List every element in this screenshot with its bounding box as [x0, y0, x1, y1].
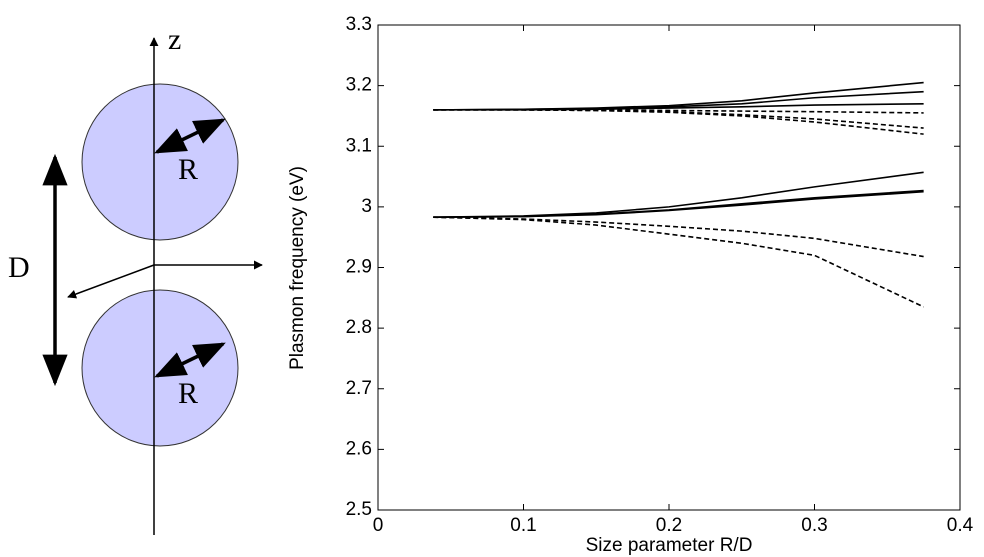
y-tick-label: 3.1	[346, 135, 372, 156]
x-tick-label: 0.4	[947, 515, 974, 536]
x-tick-label: 0.1	[510, 515, 536, 536]
y-tick-label: 2.9	[346, 257, 372, 278]
series-line	[433, 189, 924, 218]
series-line	[433, 216, 924, 258]
x-tick-label: 0	[373, 515, 384, 536]
chart: Size parameter R/D Plasmon frequency (eV…	[287, 14, 974, 556]
y-axis-label: Plasmon frequency (eV)	[287, 166, 308, 370]
y-tick-label: 2.8	[346, 317, 372, 338]
series-line	[433, 190, 924, 218]
x-axis-label: Size parameter R/D	[586, 535, 753, 556]
series-line	[433, 216, 924, 308]
y-axis	[67, 264, 155, 299]
series-line	[433, 109, 924, 135]
sphere	[81, 289, 239, 447]
x-tick-label: 0.3	[801, 515, 827, 536]
y-tick-label: 2.7	[346, 378, 372, 399]
y-tick-label: 3	[361, 196, 372, 217]
radius-label: R	[178, 377, 198, 410]
diagram: z R R D	[8, 23, 263, 535]
radius-label: R	[178, 153, 198, 186]
radius-arrow	[154, 118, 226, 154]
y-tick-label: 2.5	[346, 499, 372, 520]
y-tick-label: 3.2	[346, 75, 372, 96]
x-tick-label: 0.2	[656, 515, 682, 536]
y-tick-label: 2.6	[346, 438, 372, 459]
sphere	[81, 83, 239, 241]
plot-frame	[377, 24, 961, 511]
radius-arrow	[154, 342, 226, 378]
distance-label: D	[8, 251, 30, 284]
y-tick-label: 3.3	[346, 14, 372, 35]
axis-label: z	[168, 23, 181, 56]
